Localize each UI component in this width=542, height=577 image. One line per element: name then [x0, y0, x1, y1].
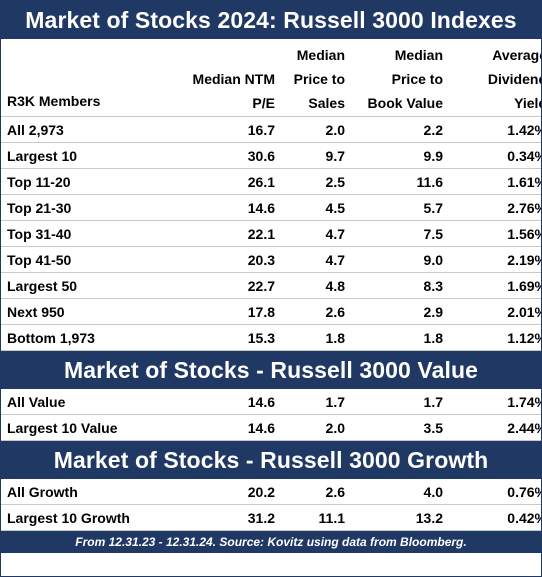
pe-cell: 30.6 [147, 142, 275, 169]
ps-cell: 2.6 [275, 479, 345, 505]
main-table: R3K Members Median NTM P/E Median Price to… [1, 39, 541, 351]
dy-cell: 1.12% [443, 324, 541, 351]
col-header-ps: Median Price to Sales [275, 39, 345, 117]
ps-cell: 2.0 [275, 414, 345, 441]
pe-cell: 26.1 [147, 168, 275, 195]
section-title: Market of Stocks - Russell 3000 Growth [1, 441, 541, 479]
row-label: Top 41-50 [1, 246, 147, 273]
source-footer: From 12.31.23 - 12.31.24. Source: Kovitz… [1, 531, 541, 553]
pb-cell: 1.7 [345, 389, 443, 415]
row-label: All Growth [1, 479, 147, 505]
ps-cell: 9.7 [275, 142, 345, 169]
pe-cell: 20.2 [147, 479, 275, 505]
pe-cell: 14.6 [147, 389, 275, 415]
ps-cell: 1.7 [275, 389, 345, 415]
pb-cell: 9.9 [345, 142, 443, 169]
row-label: All 2,973 [1, 116, 147, 143]
dy-cell: 2.76% [443, 194, 541, 221]
pb-cell: 8.3 [345, 272, 443, 299]
pe-cell: 15.3 [147, 324, 275, 351]
ps-cell: 11.1 [275, 504, 345, 531]
ps-cell: 4.5 [275, 194, 345, 221]
dy-cell: 0.34% [443, 142, 541, 169]
dy-cell: 1.56% [443, 220, 541, 247]
col-header-dy: AverageDividendYield [443, 39, 541, 117]
pe-cell: 22.1 [147, 220, 275, 247]
pe-cell: 14.6 [147, 194, 275, 221]
dy-cell: 1.74% [443, 389, 541, 415]
ps-cell: 4.8 [275, 272, 345, 299]
col-header-pe: Median NTM P/E [147, 39, 275, 117]
pb-cell: 5.7 [345, 194, 443, 221]
sections-container: Market of Stocks - Russell 3000 Value All… [1, 351, 541, 531]
row-label: Largest 10 Value [1, 414, 147, 441]
pb-cell: 13.2 [345, 504, 443, 531]
pb-cell: 2.2 [345, 116, 443, 143]
row-label: Largest 10 Growth [1, 504, 147, 531]
pe-cell: 31.2 [147, 504, 275, 531]
row-label: Top 21-30 [1, 194, 147, 221]
pb-cell: 1.8 [345, 324, 443, 351]
dy-cell: 1.61% [443, 168, 541, 195]
pe-cell: 22.7 [147, 272, 275, 299]
col-header-pb: Median Price to Book Value [345, 39, 443, 117]
row-label: Top 11-20 [1, 168, 147, 195]
pb-cell: 9.0 [345, 246, 443, 273]
pb-cell: 3.5 [345, 414, 443, 441]
dy-cell: 0.76% [443, 479, 541, 505]
pb-cell: 4.0 [345, 479, 443, 505]
section-title: Market of Stocks - Russell 3000 Value [1, 351, 541, 389]
dy-cell: 2.01% [443, 298, 541, 325]
dy-cell: 1.69% [443, 272, 541, 299]
ps-cell: 2.5 [275, 168, 345, 195]
row-label: Next 950 [1, 298, 147, 325]
row-label: Largest 50 [1, 272, 147, 299]
row-label: Top 31-40 [1, 220, 147, 247]
col-header-members: R3K Members [1, 39, 147, 117]
pe-cell: 17.8 [147, 298, 275, 325]
row-label: Bottom 1,973 [1, 324, 147, 351]
column-header-row: R3K Members Median NTM P/E Median Price to… [1, 39, 541, 117]
ps-cell: 2.6 [275, 298, 345, 325]
ps-cell: 4.7 [275, 220, 345, 247]
ps-cell: 4.7 [275, 246, 345, 273]
dy-cell: 2.19% [443, 246, 541, 273]
pb-cell: 2.9 [345, 298, 443, 325]
ps-cell: 2.0 [275, 116, 345, 143]
pe-cell: 20.3 [147, 246, 275, 273]
page-title: Market of Stocks 2024: Russell 3000 Inde… [1, 1, 541, 39]
row-label: All Value [1, 389, 147, 415]
pe-cell: 16.7 [147, 116, 275, 143]
pe-cell: 14.6 [147, 414, 275, 441]
row-label: Largest 10 [1, 142, 147, 169]
ps-cell: 1.8 [275, 324, 345, 351]
dy-cell: 2.44% [443, 414, 541, 441]
pb-cell: 11.6 [345, 168, 443, 195]
dy-cell: 0.42% [443, 504, 541, 531]
pb-cell: 7.5 [345, 220, 443, 247]
dy-cell: 1.42% [443, 116, 541, 143]
